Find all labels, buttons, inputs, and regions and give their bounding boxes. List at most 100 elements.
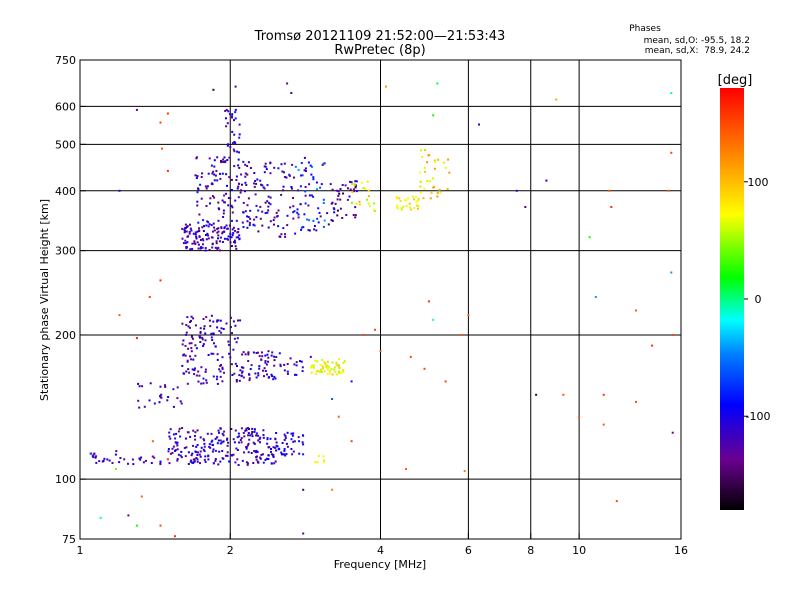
data-point [273, 375, 276, 378]
data-point [274, 438, 277, 441]
data-point [118, 314, 121, 317]
data-point [138, 406, 141, 409]
data-point [197, 243, 200, 246]
data-point [177, 430, 180, 433]
data-point [200, 366, 203, 369]
data-point [190, 319, 192, 322]
data-point [670, 271, 673, 274]
data-point [244, 163, 247, 166]
data-point [354, 186, 357, 189]
data-point [417, 207, 419, 210]
data-point [338, 370, 340, 373]
data-point [211, 195, 214, 198]
data-point [166, 399, 169, 402]
data-point [423, 187, 426, 190]
y-tick-label: 750 [55, 54, 76, 67]
data-point [217, 234, 220, 237]
data-point [217, 201, 220, 204]
data-point [166, 112, 169, 115]
data-point [179, 400, 182, 403]
data-point [275, 445, 278, 448]
data-point [253, 428, 256, 431]
data-point [236, 449, 239, 451]
data-point [180, 456, 183, 459]
data-point [216, 382, 219, 385]
data-point [240, 441, 243, 444]
data-point [270, 453, 273, 456]
data-point [264, 458, 267, 461]
data-point [291, 434, 294, 437]
data-point [193, 242, 196, 244]
data-point [219, 439, 222, 442]
data-point [217, 207, 220, 210]
data-point [282, 189, 284, 192]
data-point [225, 125, 228, 128]
data-point [290, 432, 293, 435]
data-point [264, 165, 267, 168]
data-point [412, 195, 415, 198]
data-point [164, 384, 166, 387]
data-point [336, 198, 339, 201]
data-point [343, 360, 346, 363]
data-point [231, 115, 233, 118]
data-point [99, 516, 102, 519]
data-point [240, 366, 243, 369]
data-point [202, 239, 205, 242]
data-point [336, 214, 339, 217]
data-point [210, 432, 213, 435]
data-point [253, 185, 256, 188]
data-point [204, 185, 207, 188]
data-point [341, 217, 344, 219]
data-point [293, 363, 296, 366]
data-point [301, 370, 304, 373]
data-point [268, 446, 271, 449]
data-point [180, 450, 183, 453]
data-point [211, 243, 214, 246]
data-point [327, 366, 330, 368]
data-point [296, 211, 299, 214]
data-point [237, 319, 239, 322]
data-point [229, 232, 232, 235]
data-point [238, 136, 241, 139]
data-point [426, 179, 429, 182]
data-point [318, 211, 321, 214]
data-point [246, 220, 249, 223]
data-point [249, 209, 252, 212]
data-point [168, 435, 171, 438]
data-point [187, 463, 190, 465]
data-point [207, 225, 210, 228]
data-point [432, 177, 435, 180]
data-point [413, 198, 416, 201]
data-point [210, 332, 213, 335]
data-point [188, 342, 191, 345]
data-point [446, 188, 449, 190]
data-point [362, 334, 365, 336]
data-point [264, 361, 267, 364]
data-point [366, 198, 369, 201]
data-point [407, 197, 410, 200]
data-point [211, 230, 214, 233]
data-point [192, 358, 195, 361]
data-point [209, 202, 211, 205]
data-point [94, 456, 97, 459]
data-point [283, 369, 286, 372]
data-point [354, 185, 357, 188]
data-point [350, 181, 353, 184]
data-point [190, 335, 193, 338]
data-point [252, 351, 255, 354]
data-point [271, 375, 274, 378]
data-point [224, 160, 227, 163]
data-point [205, 379, 208, 382]
data-point [213, 229, 216, 232]
data-point [292, 217, 295, 220]
data-point [176, 458, 179, 460]
data-point [310, 173, 313, 176]
data-point [239, 191, 242, 194]
data-point [374, 328, 376, 331]
data-point [249, 368, 252, 370]
data-point [242, 432, 245, 434]
data-point [139, 458, 142, 461]
data-point [405, 468, 407, 470]
data-point [219, 427, 222, 430]
data-point [234, 324, 237, 327]
